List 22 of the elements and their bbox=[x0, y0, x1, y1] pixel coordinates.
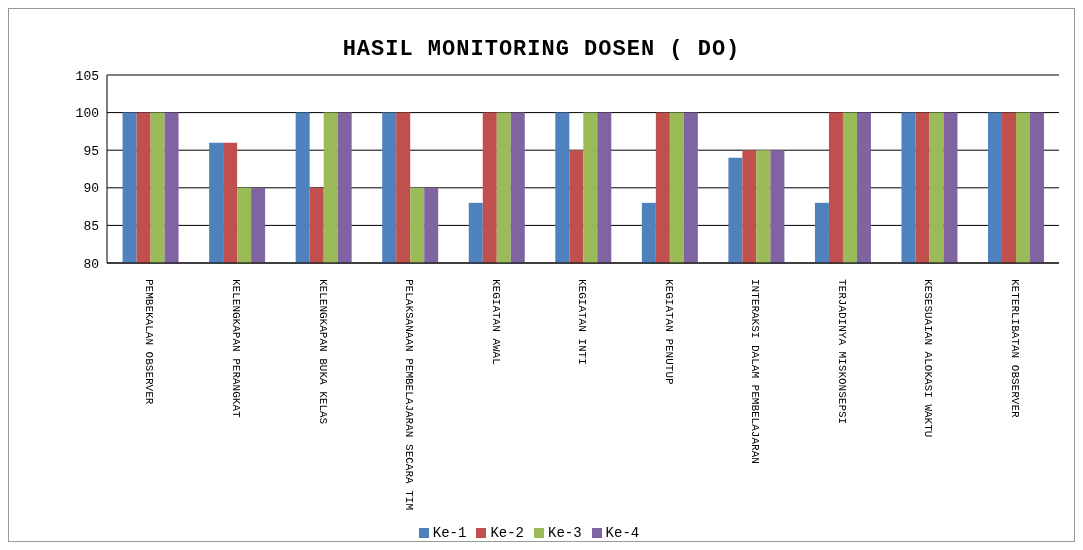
x-tick-label: KESESUAIAN ALOKASI WAKTU bbox=[922, 279, 935, 438]
x-tick-label: KETERLIBATAN OBSERVER bbox=[1008, 279, 1021, 419]
legend-label: Ke-3 bbox=[548, 525, 582, 541]
y-tick-label: 90 bbox=[83, 181, 99, 197]
x-tick-label: KEGIATAN PENUTUP bbox=[662, 279, 675, 386]
x-tick-label: KELENGKAPAN PERANGKAT bbox=[229, 279, 242, 419]
x-tick-label: INTERAKSI DALAM PEMBELAJARAN bbox=[749, 279, 762, 464]
legend-label: Ke-4 bbox=[605, 525, 640, 541]
x-tick-label: KEGIATAN AWAL bbox=[489, 279, 502, 365]
x-tick-label: PELAKSANAAN PEMBELAJARAN SECARA TIM bbox=[403, 279, 416, 511]
y-tick-label: 100 bbox=[75, 106, 99, 122]
y-tick-label: 95 bbox=[83, 143, 99, 159]
x-tick-label: PEMBEKALAN OBSERVER bbox=[143, 279, 156, 405]
x-tick-label: KEGIATAN INTI bbox=[576, 279, 589, 365]
y-tick-label: 80 bbox=[83, 256, 99, 272]
y-tick-label: 105 bbox=[75, 68, 99, 84]
legend-label: Ke-2 bbox=[490, 525, 524, 541]
y-tick-label: 85 bbox=[83, 219, 99, 235]
x-tick-label: KELENGKAPAN BUKA KELAS bbox=[316, 279, 329, 425]
legend-label: Ke-1 bbox=[432, 525, 467, 541]
chart-title: HASIL MONITORING DOSEN ( DO) bbox=[341, 36, 742, 64]
x-tick-label: TERJADINYA MISKONSEPSI bbox=[835, 279, 848, 425]
